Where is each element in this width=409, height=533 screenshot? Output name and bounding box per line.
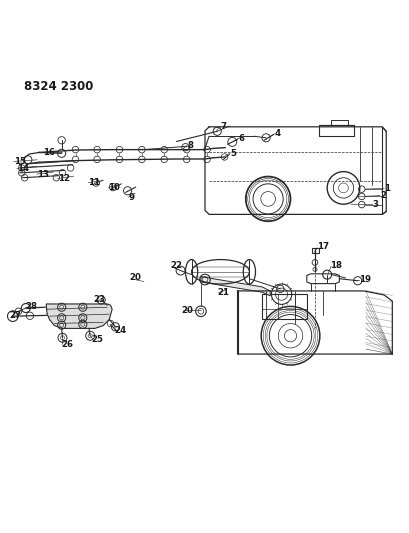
Text: 12: 12 (57, 174, 70, 183)
Text: 9: 9 (128, 193, 134, 202)
Text: 13: 13 (37, 169, 49, 179)
Text: 23: 23 (94, 295, 106, 304)
Text: 19: 19 (358, 275, 370, 284)
Text: 21: 21 (217, 288, 229, 297)
Text: 6: 6 (238, 134, 244, 143)
Polygon shape (46, 304, 112, 328)
Text: 18: 18 (330, 261, 342, 270)
Bar (330, 120, 347, 125)
Bar (318, 125, 353, 136)
Text: 7: 7 (220, 122, 226, 131)
Text: 5: 5 (230, 149, 236, 158)
Text: 25: 25 (92, 335, 103, 344)
Text: 28: 28 (26, 302, 38, 311)
Text: 14: 14 (17, 164, 29, 173)
Text: 22: 22 (170, 261, 182, 270)
Text: 10: 10 (108, 183, 120, 192)
Text: 3: 3 (372, 200, 378, 209)
Text: 1: 1 (383, 184, 389, 193)
Text: 20: 20 (181, 305, 193, 314)
Text: 24: 24 (115, 326, 126, 335)
Text: 2: 2 (379, 191, 385, 200)
Text: 26: 26 (61, 340, 74, 349)
Bar (261, 294, 306, 319)
Text: 8324 2300: 8324 2300 (24, 80, 93, 93)
Text: 20: 20 (129, 273, 141, 282)
Text: 27: 27 (9, 311, 22, 320)
Text: 8: 8 (187, 141, 193, 150)
Text: 16: 16 (43, 148, 55, 157)
Text: 15: 15 (13, 157, 25, 166)
Text: 17: 17 (316, 243, 328, 252)
Text: 4: 4 (274, 129, 281, 138)
Text: 11: 11 (88, 178, 100, 187)
Bar (311, 248, 318, 253)
Polygon shape (200, 277, 270, 296)
